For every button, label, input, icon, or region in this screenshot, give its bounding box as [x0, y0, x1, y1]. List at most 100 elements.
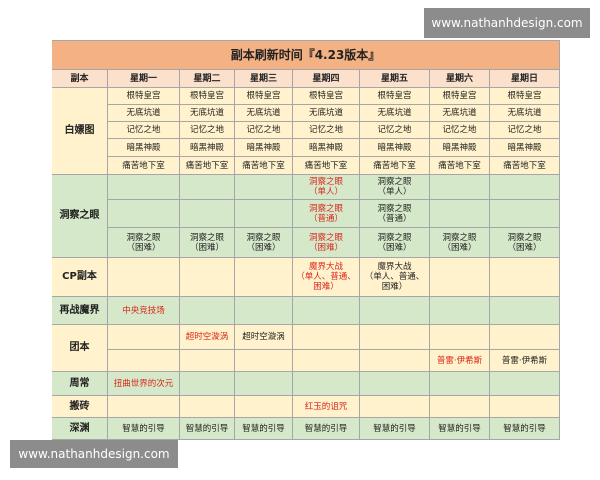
schedule-cell: 暗黑神殿 [180, 139, 235, 157]
schedule-cell [235, 396, 293, 418]
cell-text: 记忆之地 [189, 125, 224, 135]
cell-text: 洞察之眼 [308, 177, 343, 187]
schedule-cell: 无底坑道 [490, 105, 560, 122]
cell-text: 痛苦地下室 [438, 160, 481, 171]
schedule-cell [430, 200, 490, 228]
schedule-cell: 根特皇宫 [360, 88, 430, 105]
schedule-cell [490, 200, 560, 228]
schedule-cell: 洞察之眼 （困难） [490, 228, 560, 258]
schedule-cell: 扭曲世界的次元 [108, 372, 180, 396]
cell-text: 智慧的引导 [185, 423, 229, 434]
cell-text: 记忆之地 [377, 125, 412, 135]
watermark: www.nathanhdesign.com [424, 8, 590, 38]
schedule-cell [108, 325, 180, 350]
cell-text: 记忆之地 [308, 125, 343, 135]
schedule-cell [180, 175, 235, 200]
schedule-cell [360, 297, 430, 325]
section-label: 白嫖图 [52, 88, 108, 175]
cell-text: 暗黑神殿 [507, 142, 542, 153]
schedule-cell: 洞察之眼 （单人） [293, 175, 360, 200]
cell-text: 无底坑道 [308, 108, 343, 118]
header-cell: 星期六 [430, 70, 490, 88]
schedule-cell: 魔界大战 （单人、普通、 困难） [293, 258, 360, 297]
cell-text: 无底坑道 [442, 108, 477, 118]
cell-text: 根特皇宫 [246, 91, 281, 101]
cell-text: 魔界大战 [377, 262, 412, 272]
schedule-cell [180, 297, 235, 325]
cell-text: 痛苦地下室 [503, 160, 546, 171]
schedule-cell [108, 258, 180, 297]
schedule-cell: 痛苦地下室 [293, 157, 360, 175]
cell-text: 洞察之眼 [377, 232, 412, 243]
schedule-cell [235, 372, 293, 396]
schedule-cell: 超时空漩涡 [180, 325, 235, 350]
schedule-cell: 无底坑道 [360, 105, 430, 122]
schedule-cell [108, 396, 180, 418]
cell-text: （单人、普通、 [364, 272, 425, 282]
cell-text: 红玉的诅咒 [304, 401, 348, 412]
schedule-cell [293, 372, 360, 396]
schedule-cell [360, 325, 430, 350]
cell-text: 痛苦地下室 [304, 160, 348, 171]
schedule-cell [430, 175, 490, 200]
cell-text: 无底坑道 [507, 108, 542, 118]
cell-text: 暗黑神殿 [126, 142, 161, 153]
schedule-cell [430, 396, 490, 418]
schedule-cell: 魔界大战 （单人、普通、 困难） [360, 258, 430, 297]
schedule-cell: 洞察之眼 （困难） [430, 228, 490, 258]
schedule-cell: 洞察之眼 （困难） [180, 228, 235, 258]
schedule-cell: 暗黑神殿 [293, 139, 360, 157]
schedule-cell [490, 297, 560, 325]
schedule-cell [360, 350, 430, 372]
schedule-cell: 根特皇宫 [430, 88, 490, 105]
schedule-cell: 智慧的引导 [293, 418, 360, 440]
schedule-cell [490, 258, 560, 297]
cell-text: （困难） [189, 242, 224, 253]
schedule-cell: 根特皇宫 [235, 88, 293, 105]
schedule-cell: 暗黑神殿 [430, 139, 490, 157]
cell-text: 无底坑道 [189, 108, 224, 118]
schedule-cell: 记忆之地 [180, 122, 235, 139]
section-label: 再战魔界 [52, 297, 108, 325]
schedule-cell: 记忆之地 [108, 122, 180, 139]
schedule-cell: 洞察之眼 （普通） [360, 200, 430, 228]
schedule-cell: 智慧的引导 [360, 418, 430, 440]
cell-text: （困难） [507, 242, 542, 253]
schedule-cell: 无底坑道 [180, 105, 235, 122]
schedule-cell [180, 396, 235, 418]
schedule-cell: 智慧的引导 [180, 418, 235, 440]
cell-text: 洞察之眼 [377, 177, 412, 187]
header-cell: 副本 [52, 70, 108, 88]
cell-text: 洞察之眼 [246, 232, 281, 243]
cell-text: （困难） [377, 242, 412, 253]
schedule-cell [180, 258, 235, 297]
schedule-cell [430, 297, 490, 325]
schedule-cell: 洞察之眼 （困难） [235, 228, 293, 258]
table-title: 副本刷新时间『4.23版本』 [52, 41, 560, 70]
cell-text: 超时空漩涡 [242, 332, 285, 342]
schedule-cell [360, 372, 430, 396]
cell-text: 记忆之地 [246, 125, 281, 135]
schedule-cell [490, 372, 560, 396]
schedule-cell [490, 325, 560, 350]
section-label: 周常 [52, 372, 108, 396]
cell-text: 根特皇宫 [377, 91, 412, 101]
cell-text: 无底坑道 [377, 108, 412, 118]
cell-text: 洞察之眼 [189, 232, 224, 243]
schedule-cell: 暗黑神殿 [108, 139, 180, 157]
section-label: 团本 [52, 325, 108, 372]
schedule-cell: 红玉的诅咒 [293, 396, 360, 418]
section-label: CP副本 [52, 258, 108, 297]
cell-text: 记忆之地 [442, 125, 477, 135]
schedule-cell: 超时空漩涡 [235, 325, 293, 350]
schedule-cell [235, 297, 293, 325]
header-cell: 星期日 [490, 70, 560, 88]
cell-text: 暗黑神殿 [442, 142, 477, 153]
schedule-cell [490, 175, 560, 200]
schedule-cell [360, 396, 430, 418]
cell-text: 智慧的引导 [503, 423, 546, 434]
header-cell: 星期二 [180, 70, 235, 88]
cell-text: 智慧的引导 [438, 423, 481, 434]
schedule-cell: 暗黑神殿 [360, 139, 430, 157]
